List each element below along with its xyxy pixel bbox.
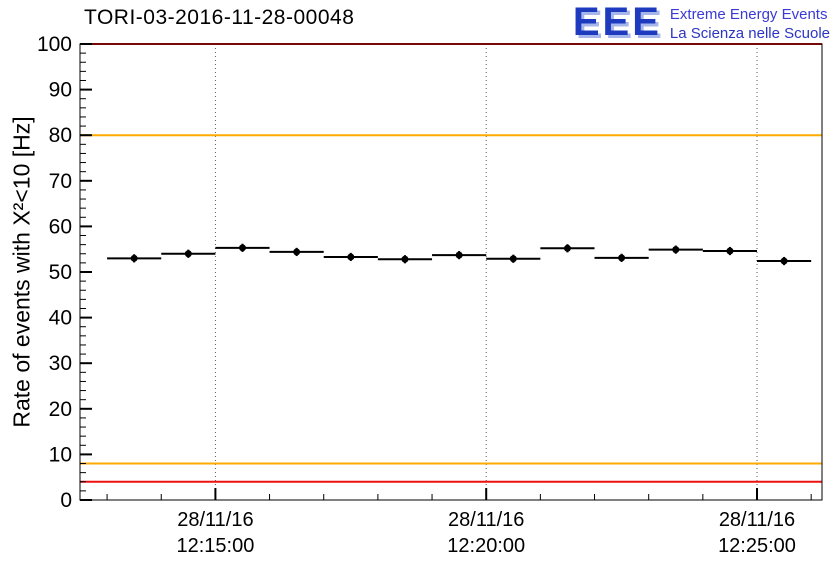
eee-logo-line1: Extreme Energy Events: [669, 6, 828, 23]
data-point: [455, 251, 463, 259]
gridlines: [214, 44, 758, 500]
data-point: [726, 247, 734, 255]
reference-lines: [80, 43, 822, 483]
svg-text:28/11/16: 28/11/16: [448, 509, 524, 531]
data-point: [780, 257, 788, 265]
svg-text:90: 90: [49, 79, 72, 102]
svg-text:10: 10: [49, 443, 72, 466]
plot-frame: [79, 43, 823, 501]
svg-text:0: 0: [60, 489, 72, 512]
svg-text:60: 60: [49, 215, 72, 238]
page-title: TORI-03-2016-11-28-00048: [84, 6, 355, 29]
data-point: [672, 246, 680, 254]
eee-logo-line2: La Scienza nelle Scuole: [669, 25, 830, 42]
svg-text:80: 80: [49, 124, 72, 147]
data-point: [509, 255, 517, 263]
data-point: [130, 254, 138, 262]
data-point: [184, 250, 192, 258]
svg-text:28/11/16: 28/11/16: [177, 509, 253, 531]
data-point: [293, 248, 301, 256]
eee-logo: EEE Extreme Energy Events La Scienza nel…: [573, 2, 830, 43]
svg-text:28/11/16: 28/11/16: [719, 509, 795, 531]
data-point: [401, 255, 409, 263]
svg-text:20: 20: [49, 398, 72, 421]
eee-logo-mark: EEE: [572, 0, 662, 44]
svg-text:12:20:00: 12:20:00: [447, 535, 525, 557]
svg-text:12:25:00: 12:25:00: [718, 535, 796, 557]
svg-text:70: 70: [49, 170, 72, 193]
data-point: [563, 244, 571, 252]
svg-text:100: 100: [37, 33, 72, 56]
data-point: [347, 253, 355, 261]
y-axis-label: Rate of events with X²<10 [Hz]: [8, 116, 35, 428]
svg-text:12:15:00: 12:15:00: [176, 535, 254, 557]
x-axis: 28/11/16 12:15:00 28/11/16 12:20:00 28/11/16…: [106, 488, 812, 557]
svg-text:40: 40: [49, 307, 72, 330]
data-point: [618, 254, 626, 262]
svg-text:30: 30: [49, 352, 72, 375]
svg-text:50: 50: [49, 261, 72, 284]
data-series: [107, 243, 812, 266]
y-axis: 0 10 20 30 40 50 60 70 80 90 100: [37, 33, 92, 512]
data-point: [238, 244, 246, 252]
